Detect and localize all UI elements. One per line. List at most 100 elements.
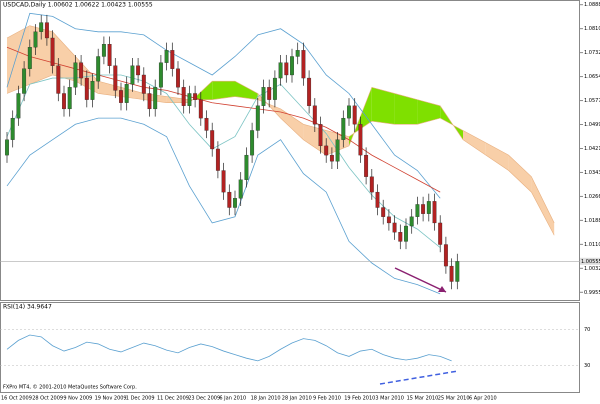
candle-body <box>404 225 408 242</box>
x-tick-label: 28 Jan 2010 <box>282 396 312 402</box>
candle-body <box>44 22 49 39</box>
arrow-head <box>438 286 446 292</box>
indicator-line <box>6 12 441 199</box>
y-tick-label: 1.05770 <box>584 98 600 104</box>
candle-body <box>113 65 118 91</box>
rsi-tick-label: 70 <box>584 327 590 333</box>
indicator-line <box>6 117 441 295</box>
candle-body <box>27 47 32 69</box>
x-tick-label: 19 Feb 2010 <box>344 396 375 402</box>
cloud-segment <box>280 108 304 140</box>
candle-body <box>90 80 95 100</box>
copyright: FXPro MT4, © 2001-2010 MetaQuotes Softwa… <box>3 384 137 391</box>
candle-body <box>238 179 243 199</box>
candle-body <box>141 74 146 94</box>
chart-title: USDCAD,Daily 1.00602 1.00622 1.00423 1.0… <box>3 2 153 9</box>
candle-body <box>187 93 192 106</box>
candle-body <box>312 105 317 125</box>
candle-body <box>307 77 312 106</box>
x-tick-label: 6 Jan 2010 <box>219 396 246 402</box>
candle-body <box>329 154 334 162</box>
candle-body <box>267 87 272 100</box>
candle-body <box>73 62 78 88</box>
candle-body <box>438 222 443 245</box>
candle-body <box>107 44 112 66</box>
candle-body <box>136 65 141 76</box>
candle-body <box>347 105 351 119</box>
main-panel <box>0 0 580 301</box>
cloud-segment <box>485 142 509 171</box>
candle-body <box>369 176 374 193</box>
candle-body <box>301 50 306 79</box>
candle-body <box>101 44 106 57</box>
x-tick-label: 1 Dec 2009 <box>126 396 155 402</box>
candle-body <box>278 62 283 79</box>
candle-body <box>227 191 232 208</box>
candle-body <box>443 244 448 267</box>
candle-body <box>39 22 44 32</box>
candle-body <box>233 198 237 208</box>
candle-body <box>198 99 203 119</box>
candle-body <box>409 216 414 227</box>
y-tick-label: 1.08880 <box>584 2 600 8</box>
candle-body <box>96 56 101 82</box>
x-tick-label: 9 Nov 2009 <box>63 396 92 402</box>
candle-body <box>164 50 169 63</box>
candle-body <box>147 93 152 110</box>
candle-body <box>421 204 426 214</box>
y-tick-label: 1.06548 <box>584 74 600 80</box>
candle-body <box>221 170 226 193</box>
candle-body <box>193 93 198 100</box>
candle-body <box>124 84 129 103</box>
x-tick-label: 11 Dec 2009 <box>157 396 189 402</box>
candle-body <box>290 56 294 76</box>
candle-body <box>130 65 135 85</box>
current-price-label: 1.00555 <box>581 259 600 265</box>
x-tick-label: 3 Mar 2010 <box>375 396 404 402</box>
cloud-segment <box>212 81 235 100</box>
candle-body <box>5 139 9 156</box>
candle-body <box>449 265 454 282</box>
x-tick-label: 18 Jan 2010 <box>251 396 281 402</box>
candle-body <box>50 37 55 66</box>
candle-body <box>153 87 158 110</box>
candle-body <box>158 62 163 88</box>
cloud-segment <box>98 81 121 97</box>
candle-body <box>22 68 27 94</box>
candle-body <box>392 222 397 233</box>
candle-body <box>284 62 289 76</box>
cloud-segment <box>371 87 395 125</box>
candle-body <box>364 154 369 177</box>
candle-body <box>272 77 277 100</box>
candle-body <box>398 232 403 242</box>
cloud-segment <box>463 130 486 156</box>
y-tick-label: 1.03438 <box>584 170 600 176</box>
x-tick-label: 6 Apr 2010 <box>469 396 497 402</box>
candle-body <box>386 216 391 224</box>
candle-body <box>426 201 431 214</box>
candle-body <box>341 117 346 140</box>
candle-body <box>176 68 180 88</box>
candle-body <box>381 207 386 217</box>
candle-body <box>33 31 38 48</box>
x-tick-label: 23 Dec 2009 <box>188 396 220 402</box>
candle-body <box>455 261 460 282</box>
candle-body <box>170 50 175 69</box>
y-tick-label: 1.00328 <box>584 266 600 272</box>
x-tick-label: 16 Oct 2009 <box>1 396 32 402</box>
candle-body <box>84 77 89 100</box>
rsi-line <box>6 334 452 362</box>
candle-body <box>56 65 61 94</box>
y-tick-label: 1.04215 <box>584 146 600 152</box>
x-tick-label: 28 Oct 2009 <box>32 396 63 402</box>
candle-body <box>352 105 357 125</box>
rsi-tick-label: 30 <box>584 363 590 369</box>
candle-body <box>261 87 266 106</box>
candle-body <box>62 93 66 110</box>
y-tick-label: 1.08103 <box>584 26 600 32</box>
x-tick-label: 9 Feb 2010 <box>313 396 341 402</box>
x-tick-label: 25 Mar 2010 <box>438 396 470 402</box>
candle-body <box>210 130 215 150</box>
candle-body <box>181 87 186 106</box>
